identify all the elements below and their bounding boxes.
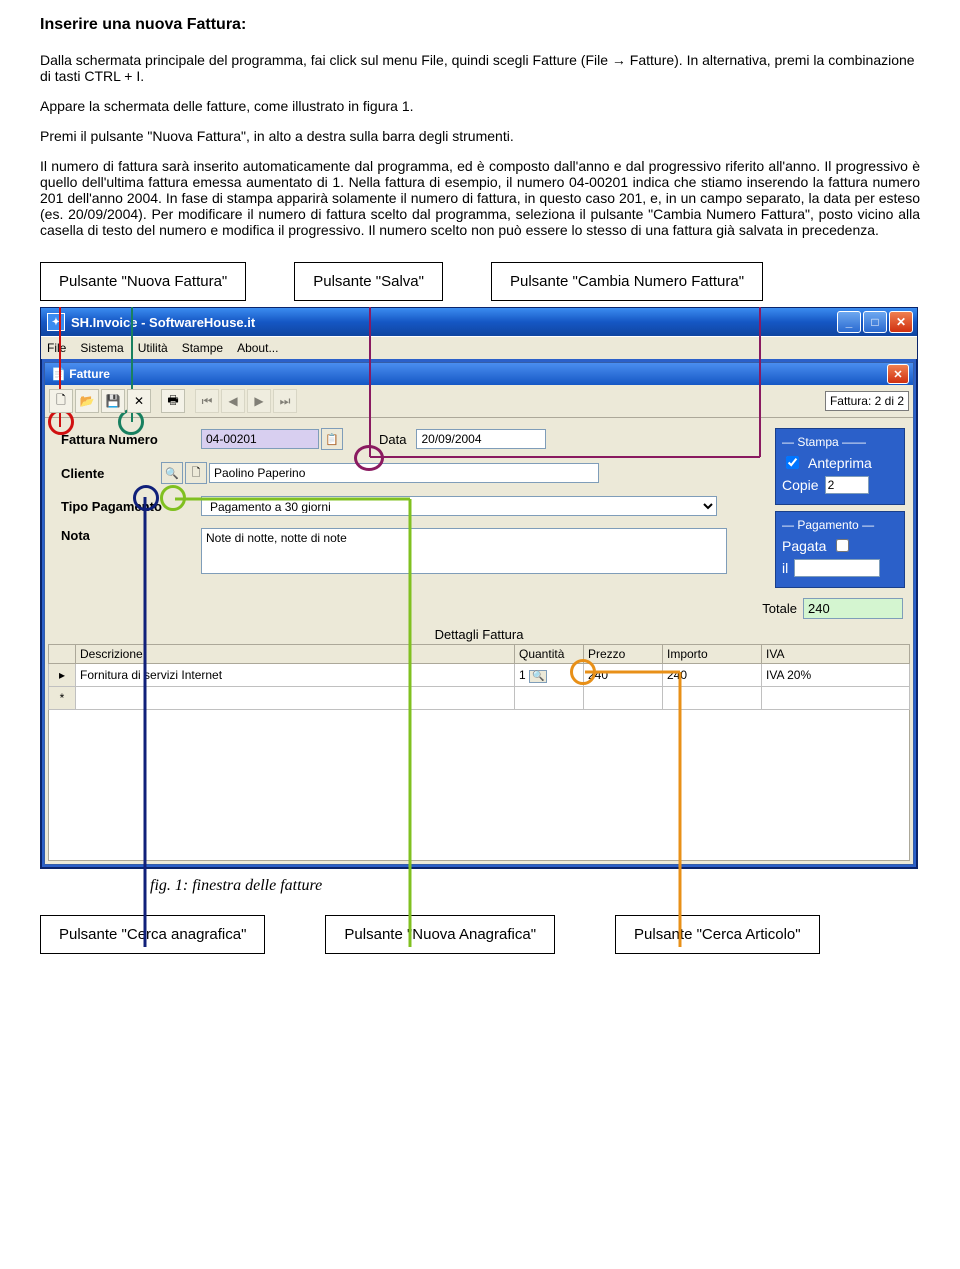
circle-search-article bbox=[570, 659, 596, 685]
grid-wrap: Descrizione Quantità Prezzo Importo IVA … bbox=[45, 644, 913, 864]
mdi-close-button[interactable]: ✕ bbox=[887, 364, 909, 384]
callout-cerca-anagrafica: Pulsante "Cerca anagrafica" bbox=[40, 915, 265, 954]
grid-title: Dettagli Fattura bbox=[45, 625, 913, 644]
close-button[interactable]: ✕ bbox=[889, 311, 913, 333]
callouts-bottom: Pulsante "Cerca anagrafica" Pulsante "Nu… bbox=[40, 915, 920, 954]
cell-iva[interactable]: IVA 20% bbox=[762, 664, 910, 687]
new-row-marker: * bbox=[49, 687, 76, 710]
nav-first-button[interactable]: ⏮ bbox=[195, 389, 219, 413]
nav-last-button[interactable]: ⏭ bbox=[273, 389, 297, 413]
intro-p1: Dalla schermata principale del programma… bbox=[40, 52, 920, 84]
label-pagata: Pagata bbox=[782, 538, 826, 554]
cambia-numero-button[interactable]: 📋 bbox=[321, 428, 343, 450]
pagamento-group: — Pagamento — Pagata il bbox=[775, 511, 905, 588]
col-descrizione[interactable]: Descrizione bbox=[76, 645, 515, 664]
label-data: Data bbox=[379, 432, 406, 447]
label-pagamento: — Pagamento — bbox=[782, 518, 898, 532]
screenshot-wrapper: ✦ SH.Invoice - SoftwareHouse.it _ □ ✕ Fi… bbox=[40, 307, 920, 869]
totale-row: Totale bbox=[45, 594, 913, 625]
toolbar: 🗋 📂 💾 ✕ 🖶 ⏮ ◀ ▶ ⏭ Fattura: 2 di 2 bbox=[45, 385, 913, 418]
table-row[interactable]: ▸ Fornitura di servizi Internet 1 🔍 240 … bbox=[49, 664, 910, 687]
copie-input[interactable] bbox=[825, 476, 869, 494]
record-counter: Fattura: 2 di 2 bbox=[825, 391, 909, 411]
app-icon: ✦ bbox=[47, 313, 65, 331]
label-nota: Nota bbox=[61, 528, 201, 543]
figure-caption: fig. 1: finestra delle fatture bbox=[150, 877, 920, 895]
label-anteprima: Anteprima bbox=[808, 455, 872, 471]
cerca-anagrafica-button[interactable]: 🔍 bbox=[161, 462, 183, 484]
menu-utilita[interactable]: Utilità bbox=[138, 341, 168, 355]
circle-search-client bbox=[133, 485, 159, 511]
callout-cerca-articolo: Pulsante "Cerca Articolo" bbox=[615, 915, 820, 954]
save-button[interactable]: 💾 bbox=[101, 389, 125, 413]
print-button[interactable]: 🖶 bbox=[161, 389, 185, 413]
col-iva[interactable]: IVA bbox=[762, 645, 910, 664]
row-marker: ▸ bbox=[49, 664, 76, 687]
dettagli-grid[interactable]: Descrizione Quantità Prezzo Importo IVA … bbox=[48, 644, 910, 710]
menu-about[interactable]: About... bbox=[237, 341, 278, 355]
nav-next-button[interactable]: ▶ bbox=[247, 389, 271, 413]
callout-nuova-anagrafica: Pulsante "Nuova Anagrafica" bbox=[325, 915, 555, 954]
menu-stampe[interactable]: Stampe bbox=[182, 341, 223, 355]
open-button[interactable]: 📂 bbox=[75, 389, 99, 413]
col-quantita[interactable]: Quantità bbox=[515, 645, 584, 664]
intro-p3: Premi il pulsante "Nuova Fattura", in al… bbox=[40, 128, 920, 144]
app-window: ✦ SH.Invoice - SoftwareHouse.it _ □ ✕ Fi… bbox=[40, 307, 918, 869]
titlebar[interactable]: ✦ SH.Invoice - SoftwareHouse.it _ □ ✕ bbox=[41, 308, 917, 336]
nota-textarea[interactable]: Note di notte, notte di note bbox=[201, 528, 727, 574]
mdi-titlebar[interactable]: 📄 Fatture ✕ bbox=[45, 363, 913, 385]
cell-importo[interactable]: 240 bbox=[663, 664, 762, 687]
col-prezzo[interactable]: Prezzo bbox=[584, 645, 663, 664]
stampa-group: — Stampa —— Anteprima Copie bbox=[775, 428, 905, 505]
callouts-top: Pulsante "Nuova Fattura" Pulsante "Salva… bbox=[40, 262, 920, 301]
il-input[interactable] bbox=[794, 559, 880, 577]
callout-salva: Pulsante "Salva" bbox=[294, 262, 443, 301]
nav-prev-button[interactable]: ◀ bbox=[221, 389, 245, 413]
circle-new-client bbox=[160, 485, 186, 511]
cliente-input[interactable] bbox=[209, 463, 599, 483]
mdi-window: 📄 Fatture ✕ 🗋 📂 💾 ✕ 🖶 ⏮ ◀ bbox=[44, 362, 914, 865]
intro-p4: Il numero di fattura sarà inserito autom… bbox=[40, 158, 920, 238]
table-row-new[interactable]: * bbox=[49, 687, 910, 710]
new-button[interactable]: 🗋 bbox=[49, 389, 73, 413]
grid-empty-area bbox=[48, 710, 910, 861]
fattura-numero-input[interactable] bbox=[201, 429, 319, 449]
menubar: File Sistema Utilità Stampe About... bbox=[41, 336, 917, 359]
menu-file[interactable]: File bbox=[47, 341, 66, 355]
cerca-articolo-button[interactable]: 🔍 bbox=[529, 670, 547, 683]
delete-button[interactable]: ✕ bbox=[127, 389, 151, 413]
intro-p2: Appare la schermata delle fatture, come … bbox=[40, 98, 920, 114]
mdi-title-text: 📄 Fatture bbox=[51, 367, 110, 381]
totale-input bbox=[803, 598, 903, 619]
minimize-button[interactable]: _ bbox=[837, 311, 861, 333]
app-title: SH.Invoice - SoftwareHouse.it bbox=[71, 315, 255, 330]
callout-cambia-numero: Pulsante "Cambia Numero Fattura" bbox=[491, 262, 763, 301]
pagata-checkbox[interactable] bbox=[836, 539, 849, 552]
label-copie: Copie bbox=[782, 477, 819, 493]
label-totale: Totale bbox=[762, 601, 797, 616]
maximize-button[interactable]: □ bbox=[863, 311, 887, 333]
label-stampa: — Stampa —— bbox=[782, 435, 898, 449]
menu-sistema[interactable]: Sistema bbox=[80, 341, 123, 355]
anteprima-checkbox[interactable] bbox=[786, 456, 799, 469]
nuova-anagrafica-button[interactable]: 🗋 bbox=[185, 462, 207, 484]
callout-nuova-fattura: Pulsante "Nuova Fattura" bbox=[40, 262, 246, 301]
label-il: il bbox=[782, 560, 788, 576]
cell-descrizione[interactable]: Fornitura di servizi Internet bbox=[76, 664, 515, 687]
col-importo[interactable]: Importo bbox=[663, 645, 762, 664]
tipo-pagamento-select[interactable]: Pagamento a 30 giorni bbox=[201, 496, 717, 516]
page-heading: Inserire una nuova Fattura: bbox=[40, 16, 920, 34]
circle-change-num bbox=[354, 445, 384, 471]
data-input[interactable] bbox=[416, 429, 546, 449]
